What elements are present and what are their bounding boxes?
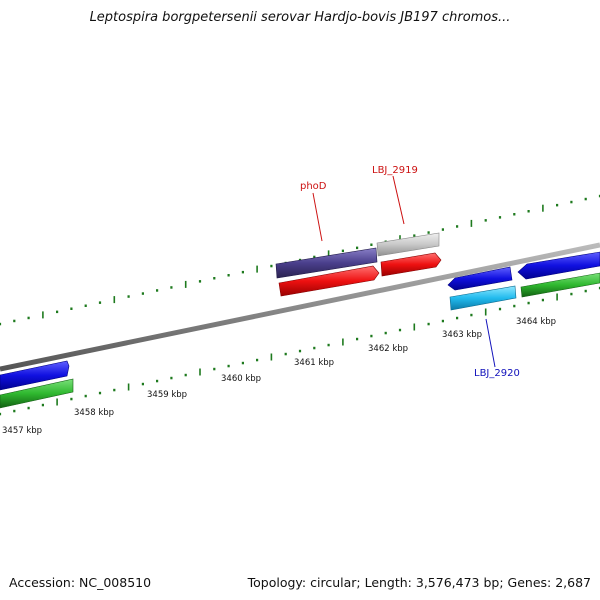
kbp-label-3463: 3463 kbp — [442, 330, 482, 340]
accession-text: Accession: NC_008510 — [9, 575, 152, 590]
lbj2919-leader — [392, 175, 405, 225]
kbp-label-3459: 3459 kbp — [147, 390, 187, 400]
topology-summary: Topology: circular; Length: 3,576,473 bp… — [247, 575, 591, 590]
kbp-label-3462: 3462 kbp — [368, 344, 408, 354]
kbp-label-3460: 3460 kbp — [221, 374, 261, 384]
gene-green-right[interactable] — [520, 272, 600, 298]
kbp-label-3457: 3457 kbp — [2, 426, 42, 436]
lbj2920-leader — [485, 318, 496, 368]
gene-label-phod: phoD — [300, 181, 327, 192]
backbone-line — [0, 242, 600, 372]
kbp-label-3458: 3458 kbp — [74, 408, 114, 418]
gene-cyan-lbj2920[interactable] — [449, 285, 517, 311]
gene-label-lbj2920: LBJ_2920 — [474, 368, 520, 379]
gene-blue-left[interactable] — [0, 360, 70, 391]
gene-label-lbj2919: LBJ_2919 — [372, 165, 418, 176]
gene-green-left[interactable] — [0, 378, 74, 409]
phod-leader — [312, 192, 323, 242]
kbp-label-3464: 3464 kbp — [516, 317, 556, 327]
gene-red-1[interactable] — [278, 265, 380, 297]
gene-blue-right-2[interactable] — [517, 251, 600, 280]
gene-lbj2919[interactable] — [376, 232, 440, 257]
tick-layer — [0, 194, 600, 416]
gene-phod[interactable] — [275, 247, 378, 279]
map-title: Leptospira borgpetersenii serovar Hardjo… — [89, 10, 511, 25]
gene-blue-right-1[interactable] — [447, 266, 513, 291]
kbp-label-3461: 3461 kbp — [294, 358, 334, 368]
gene-red-2[interactable] — [380, 252, 442, 277]
